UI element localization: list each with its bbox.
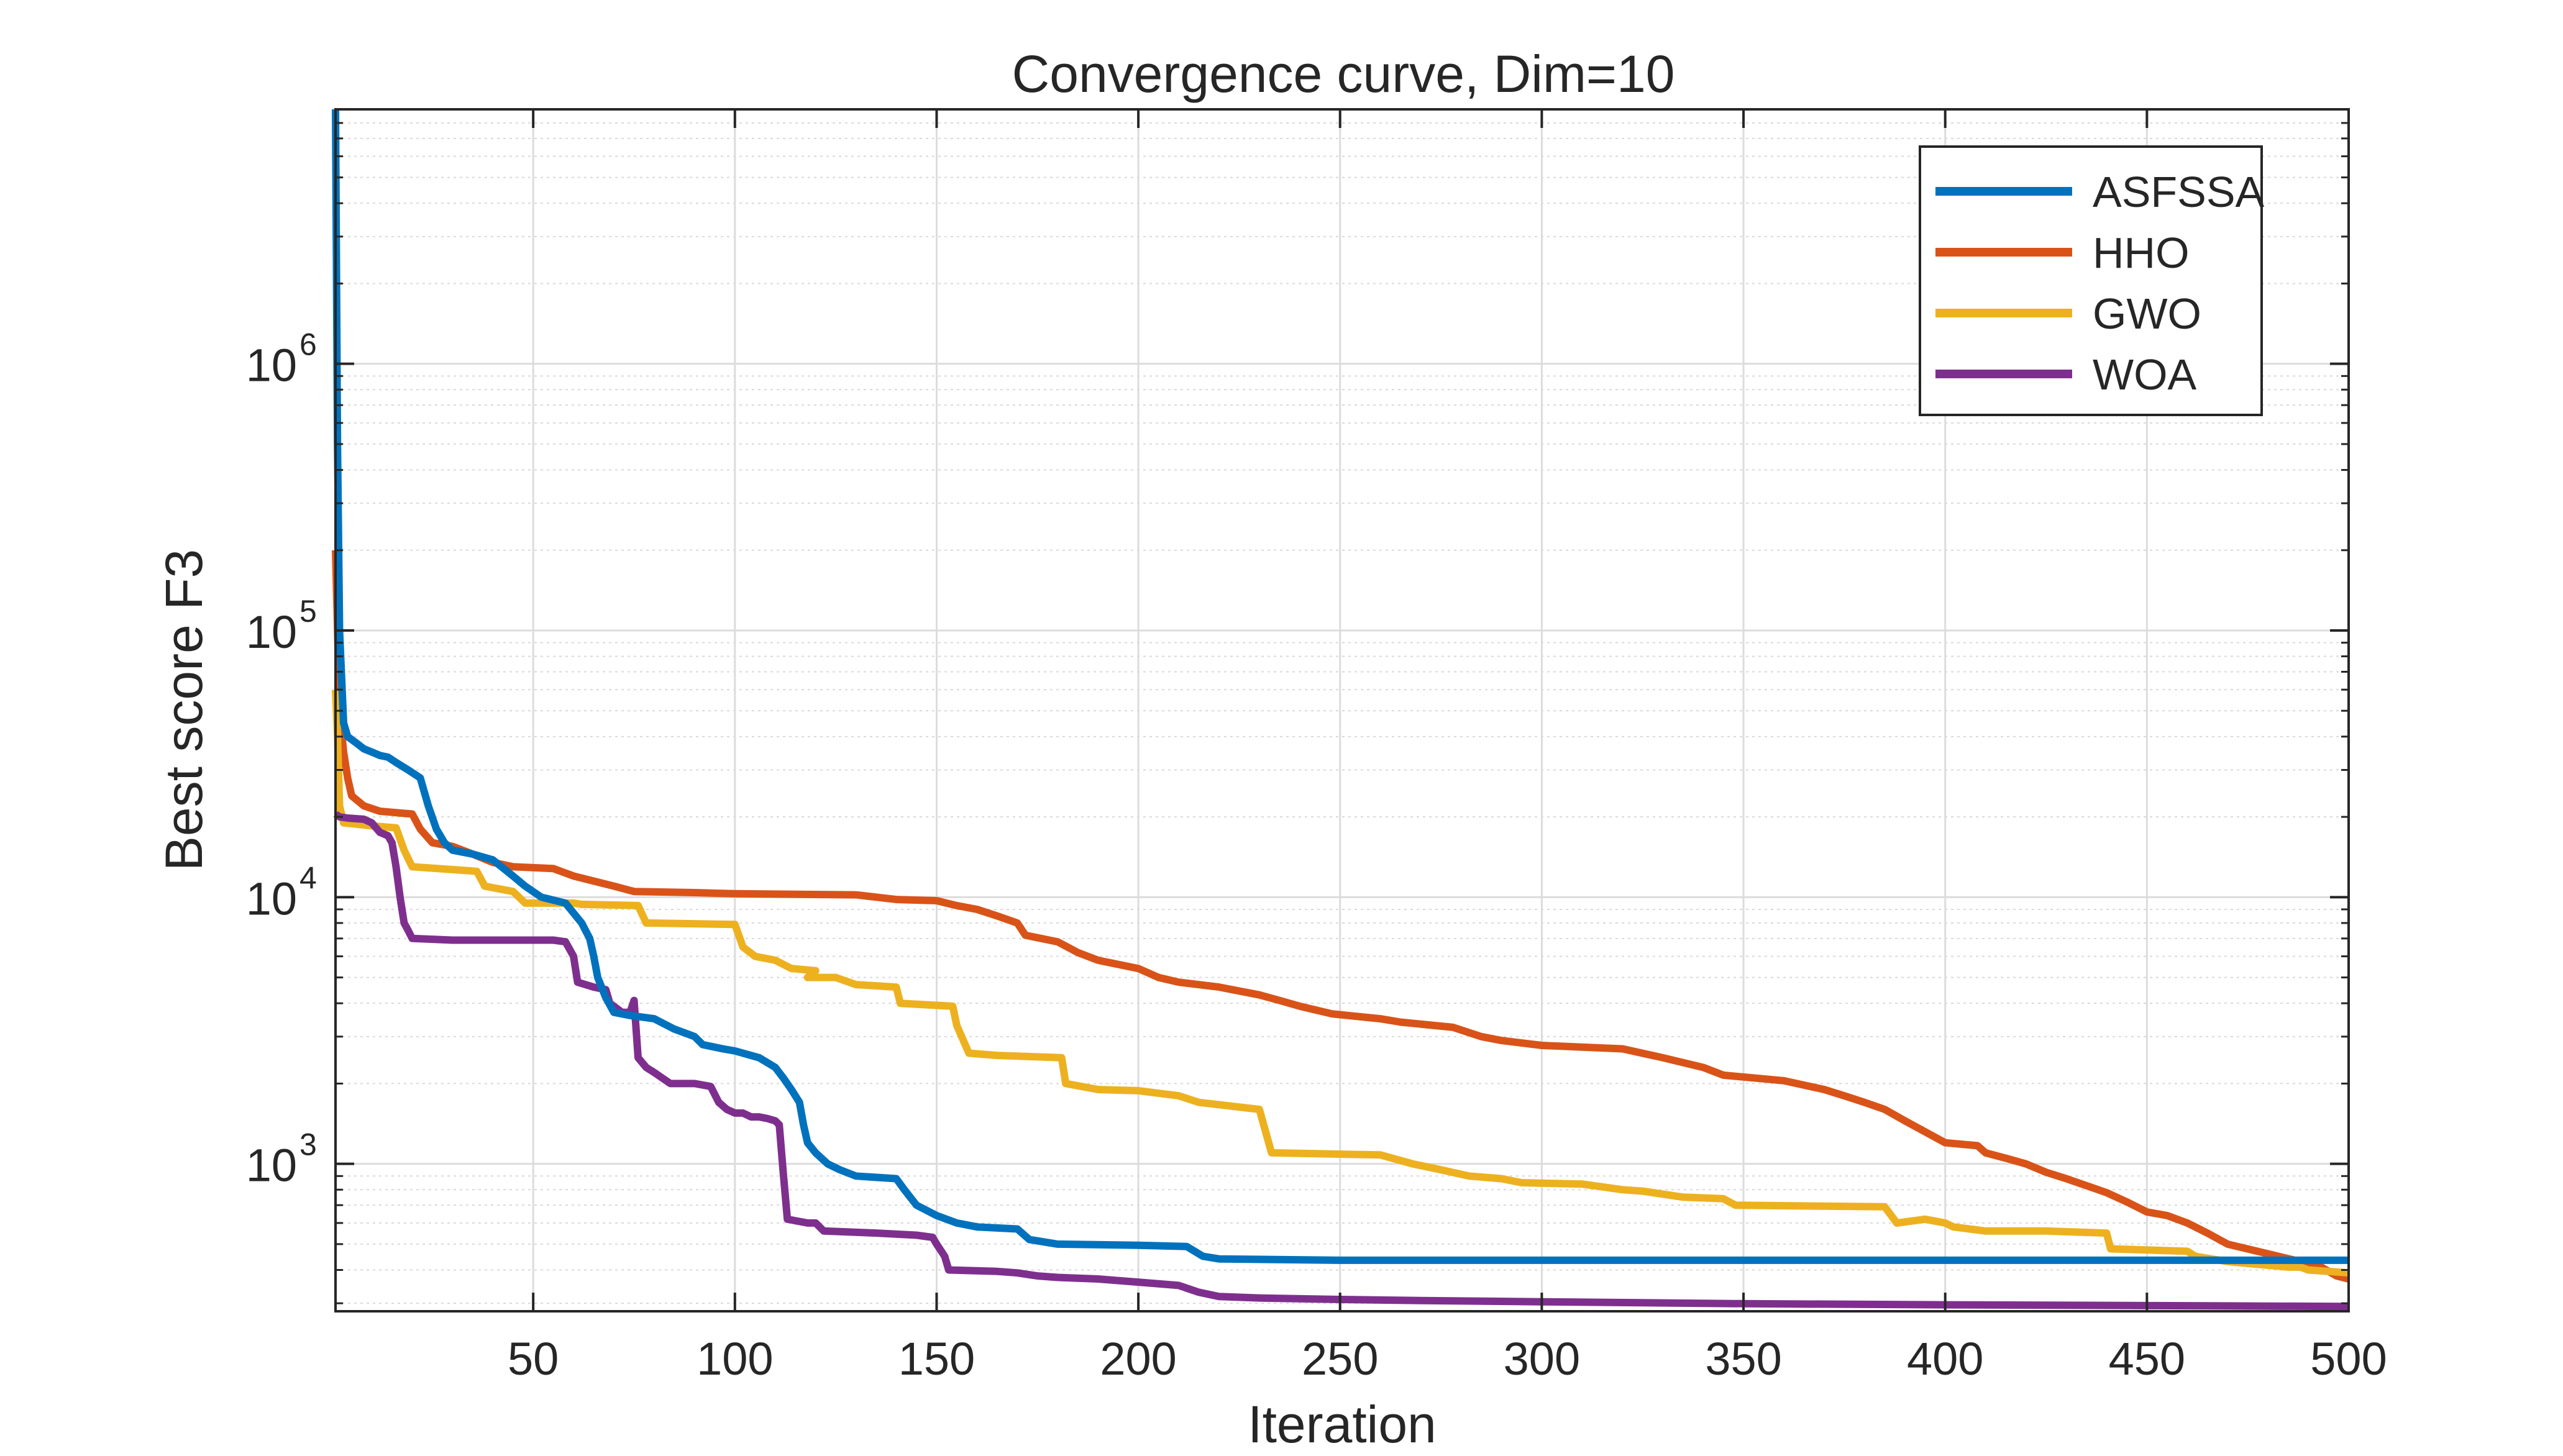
x-tick-label: 450 bbox=[2109, 1333, 2185, 1385]
x-tick-labels: 50 100 150 200 250 300 350 400 450 500 bbox=[508, 1333, 2387, 1385]
x-tick-label: 300 bbox=[1504, 1333, 1580, 1385]
x-tick-label: 150 bbox=[898, 1333, 975, 1385]
y-tick-exponent: 6 bbox=[299, 327, 317, 362]
x-tick-label: 500 bbox=[2310, 1333, 2387, 1385]
y-tick-exponent: 4 bbox=[299, 860, 317, 895]
x-tick-label: 350 bbox=[1705, 1333, 1781, 1385]
series-line-woa bbox=[333, 811, 2349, 1311]
x-tick-label: 200 bbox=[1100, 1333, 1176, 1385]
legend-label-hho: HHO bbox=[2093, 229, 2190, 277]
series-layer bbox=[332, 109, 2350, 1311]
legend-label-asfssa: ASFSSA bbox=[2093, 168, 2265, 216]
legend-label-woa: WOA bbox=[2093, 350, 2197, 399]
series-line-gwo bbox=[332, 689, 2349, 1277]
x-axis-label: Iteration bbox=[1248, 1395, 1437, 1454]
series-line-asfssa bbox=[332, 109, 2349, 1264]
y-tick-exponent: 5 bbox=[299, 594, 317, 629]
x-tick-label: 100 bbox=[697, 1333, 773, 1385]
legend-label-gwo: GWO bbox=[2093, 289, 2201, 338]
x-tick-label: 400 bbox=[1907, 1333, 1983, 1385]
chart-title: Convergence curve, Dim=10 bbox=[1012, 45, 1675, 103]
legend: ASFSSA HHO GWO WOA bbox=[1919, 145, 2265, 416]
x-tick-label: 250 bbox=[1302, 1333, 1378, 1385]
y-axis-label: Best score F3 bbox=[155, 549, 213, 871]
y-tick-exponent: 3 bbox=[299, 1127, 317, 1162]
axis-ticks bbox=[336, 109, 2350, 1311]
x-tick-label: 50 bbox=[508, 1333, 559, 1385]
